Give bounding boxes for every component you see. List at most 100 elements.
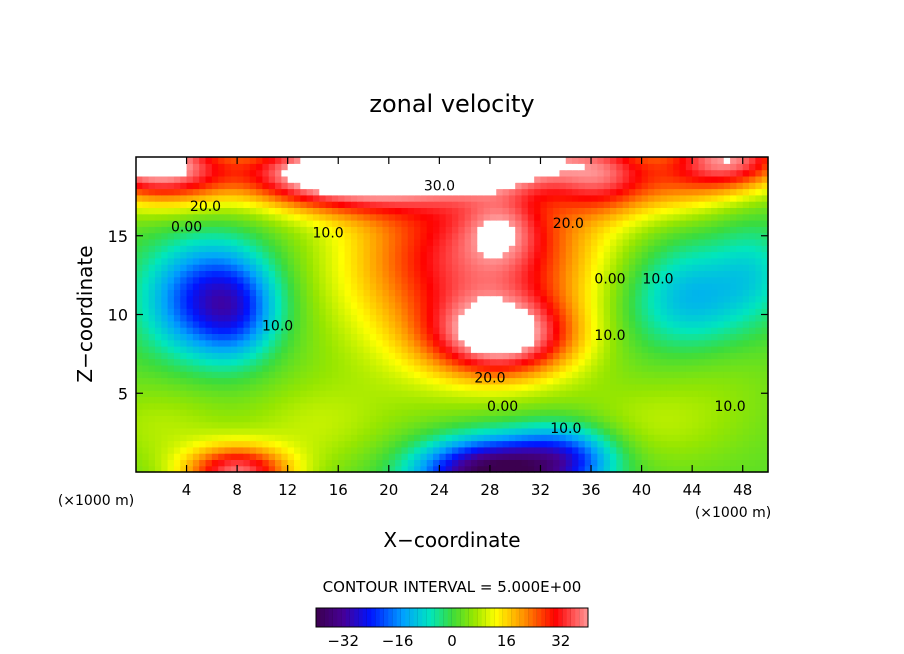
field-cell — [344, 157, 352, 164]
field-cell — [508, 289, 516, 297]
field-cell — [572, 188, 579, 196]
field-cell — [515, 182, 523, 190]
field-cell — [161, 427, 169, 435]
field-cell — [300, 264, 308, 271]
field-cell — [534, 440, 542, 448]
field-cell — [224, 371, 232, 379]
field-cell — [205, 358, 213, 366]
field-cell — [755, 289, 763, 297]
field-cell — [610, 245, 617, 253]
field-cell — [148, 434, 156, 442]
field-cell — [546, 364, 554, 372]
field-cell — [521, 358, 529, 366]
field-cell — [616, 402, 624, 410]
field-cell — [742, 314, 750, 322]
field-cell — [344, 358, 352, 366]
field-cell — [673, 232, 681, 240]
field-cell — [553, 157, 561, 164]
field-cell — [641, 358, 649, 366]
field-cell — [711, 283, 719, 290]
field-cell — [142, 308, 150, 316]
field-cell — [717, 333, 725, 341]
field-cell — [205, 213, 213, 221]
field-cell — [578, 213, 586, 221]
field-cell — [256, 213, 263, 221]
field-cell — [142, 446, 150, 454]
field-cell — [426, 446, 434, 454]
field-cell — [565, 283, 573, 290]
field-cell — [237, 251, 245, 259]
field-cell — [736, 201, 744, 208]
field-cell — [508, 364, 516, 372]
field-cell — [192, 339, 200, 347]
field-cell — [698, 163, 706, 171]
field-cell — [205, 226, 213, 234]
field-cell — [350, 377, 358, 385]
field-cell — [161, 465, 169, 473]
field-cell — [230, 383, 238, 391]
field-cell — [692, 409, 700, 416]
field-cell — [268, 434, 276, 442]
field-cell — [243, 182, 251, 190]
field-cell — [698, 446, 706, 454]
field-cell — [755, 346, 763, 353]
field-cell — [445, 352, 453, 360]
field-cell — [584, 301, 592, 309]
field-cell — [584, 283, 592, 290]
field-cell — [647, 390, 655, 397]
field-cell — [565, 207, 573, 215]
field-cell — [527, 358, 535, 366]
field-cell — [742, 446, 750, 454]
field-cell — [496, 396, 504, 404]
field-cell — [622, 421, 630, 429]
field-cell — [306, 453, 314, 460]
field-cell — [420, 283, 428, 290]
field-cell — [730, 352, 737, 360]
field-cell — [489, 213, 497, 221]
field-cell — [458, 163, 466, 171]
field-cell — [685, 283, 693, 290]
field-cell — [755, 421, 763, 429]
field-cell — [565, 346, 573, 353]
field-cell — [635, 270, 643, 278]
field-cell — [584, 238, 592, 246]
field-cell — [148, 421, 156, 429]
field-cell — [597, 440, 605, 448]
field-cell — [749, 371, 756, 379]
field-cell — [546, 465, 554, 473]
field-cell — [749, 308, 756, 316]
field-cell — [641, 157, 649, 164]
field-cell — [388, 201, 396, 208]
field-cell — [483, 427, 491, 435]
field-cell — [654, 339, 662, 347]
field-cell — [660, 440, 668, 448]
field-cell — [584, 421, 592, 429]
field-cell — [704, 364, 712, 372]
field-cell — [723, 346, 731, 353]
field-cell — [376, 308, 384, 316]
field-cell — [388, 402, 396, 410]
field-cell — [325, 364, 333, 372]
field-cell — [382, 371, 390, 379]
field-cell — [167, 270, 175, 278]
field-cell — [717, 188, 725, 196]
field-cell — [502, 371, 510, 379]
field-cell — [761, 238, 769, 246]
field-cell — [142, 270, 150, 278]
field-cell — [546, 175, 554, 183]
field-cell — [186, 459, 194, 467]
field-cell — [673, 308, 681, 316]
field-cell — [521, 232, 529, 240]
field-cell — [660, 188, 668, 196]
field-cell — [237, 402, 245, 410]
field-cell — [142, 453, 150, 460]
field-cell — [521, 465, 529, 473]
field-cell — [711, 333, 719, 341]
field-cell — [407, 220, 415, 227]
field-cell — [527, 226, 535, 234]
field-cell — [237, 301, 245, 309]
field-cell — [610, 289, 617, 297]
field-cell — [237, 157, 245, 164]
field-cell — [306, 289, 314, 297]
field-cell — [553, 446, 561, 454]
